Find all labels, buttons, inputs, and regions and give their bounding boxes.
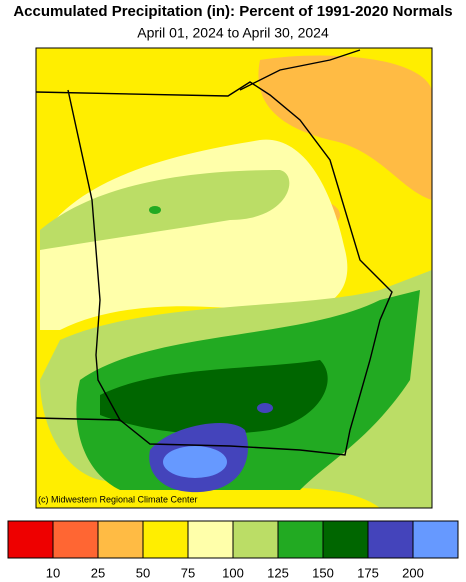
legend-swatch bbox=[187, 520, 234, 559]
precip-field bbox=[36, 48, 432, 508]
map-frame bbox=[35, 47, 433, 509]
legend-tick-label: 25 bbox=[91, 565, 105, 580]
legend-swatch bbox=[322, 520, 369, 559]
title: Accumulated Precipitation (in): Percent … bbox=[13, 3, 452, 20]
legend-tick-label: 150 bbox=[312, 565, 334, 580]
legend: 10 25 50 75 100 125 150 175 200 bbox=[7, 520, 459, 580]
legend-tick-label: 100 bbox=[222, 565, 244, 580]
legend-tick-label: 200 bbox=[402, 565, 424, 580]
field bbox=[100, 360, 328, 435]
legend-swatch bbox=[232, 520, 279, 559]
legend-tick-label: 50 bbox=[136, 565, 150, 580]
legend-swatch bbox=[142, 520, 189, 559]
credit: (c) Midwestern Regional Climate Center bbox=[38, 494, 198, 504]
field bbox=[40, 170, 290, 250]
legend-tick-label: 175 bbox=[357, 565, 379, 580]
legend-swatch bbox=[412, 520, 459, 559]
legend-swatch bbox=[52, 520, 99, 559]
legend-tick-label: 125 bbox=[267, 565, 289, 580]
legend-swatch bbox=[7, 520, 54, 559]
legend-tick-label: 75 bbox=[181, 565, 195, 580]
legend-swatch bbox=[277, 520, 324, 559]
state-borders bbox=[36, 49, 393, 456]
legend-swatch bbox=[367, 520, 414, 559]
legend-swatch bbox=[97, 520, 144, 559]
field bbox=[149, 206, 161, 214]
subtitle: April 01, 2024 to April 30, 2024 bbox=[137, 25, 329, 41]
legend-tick-label: 10 bbox=[46, 565, 60, 580]
field bbox=[258, 55, 432, 200]
field bbox=[257, 403, 273, 413]
field bbox=[163, 446, 227, 478]
